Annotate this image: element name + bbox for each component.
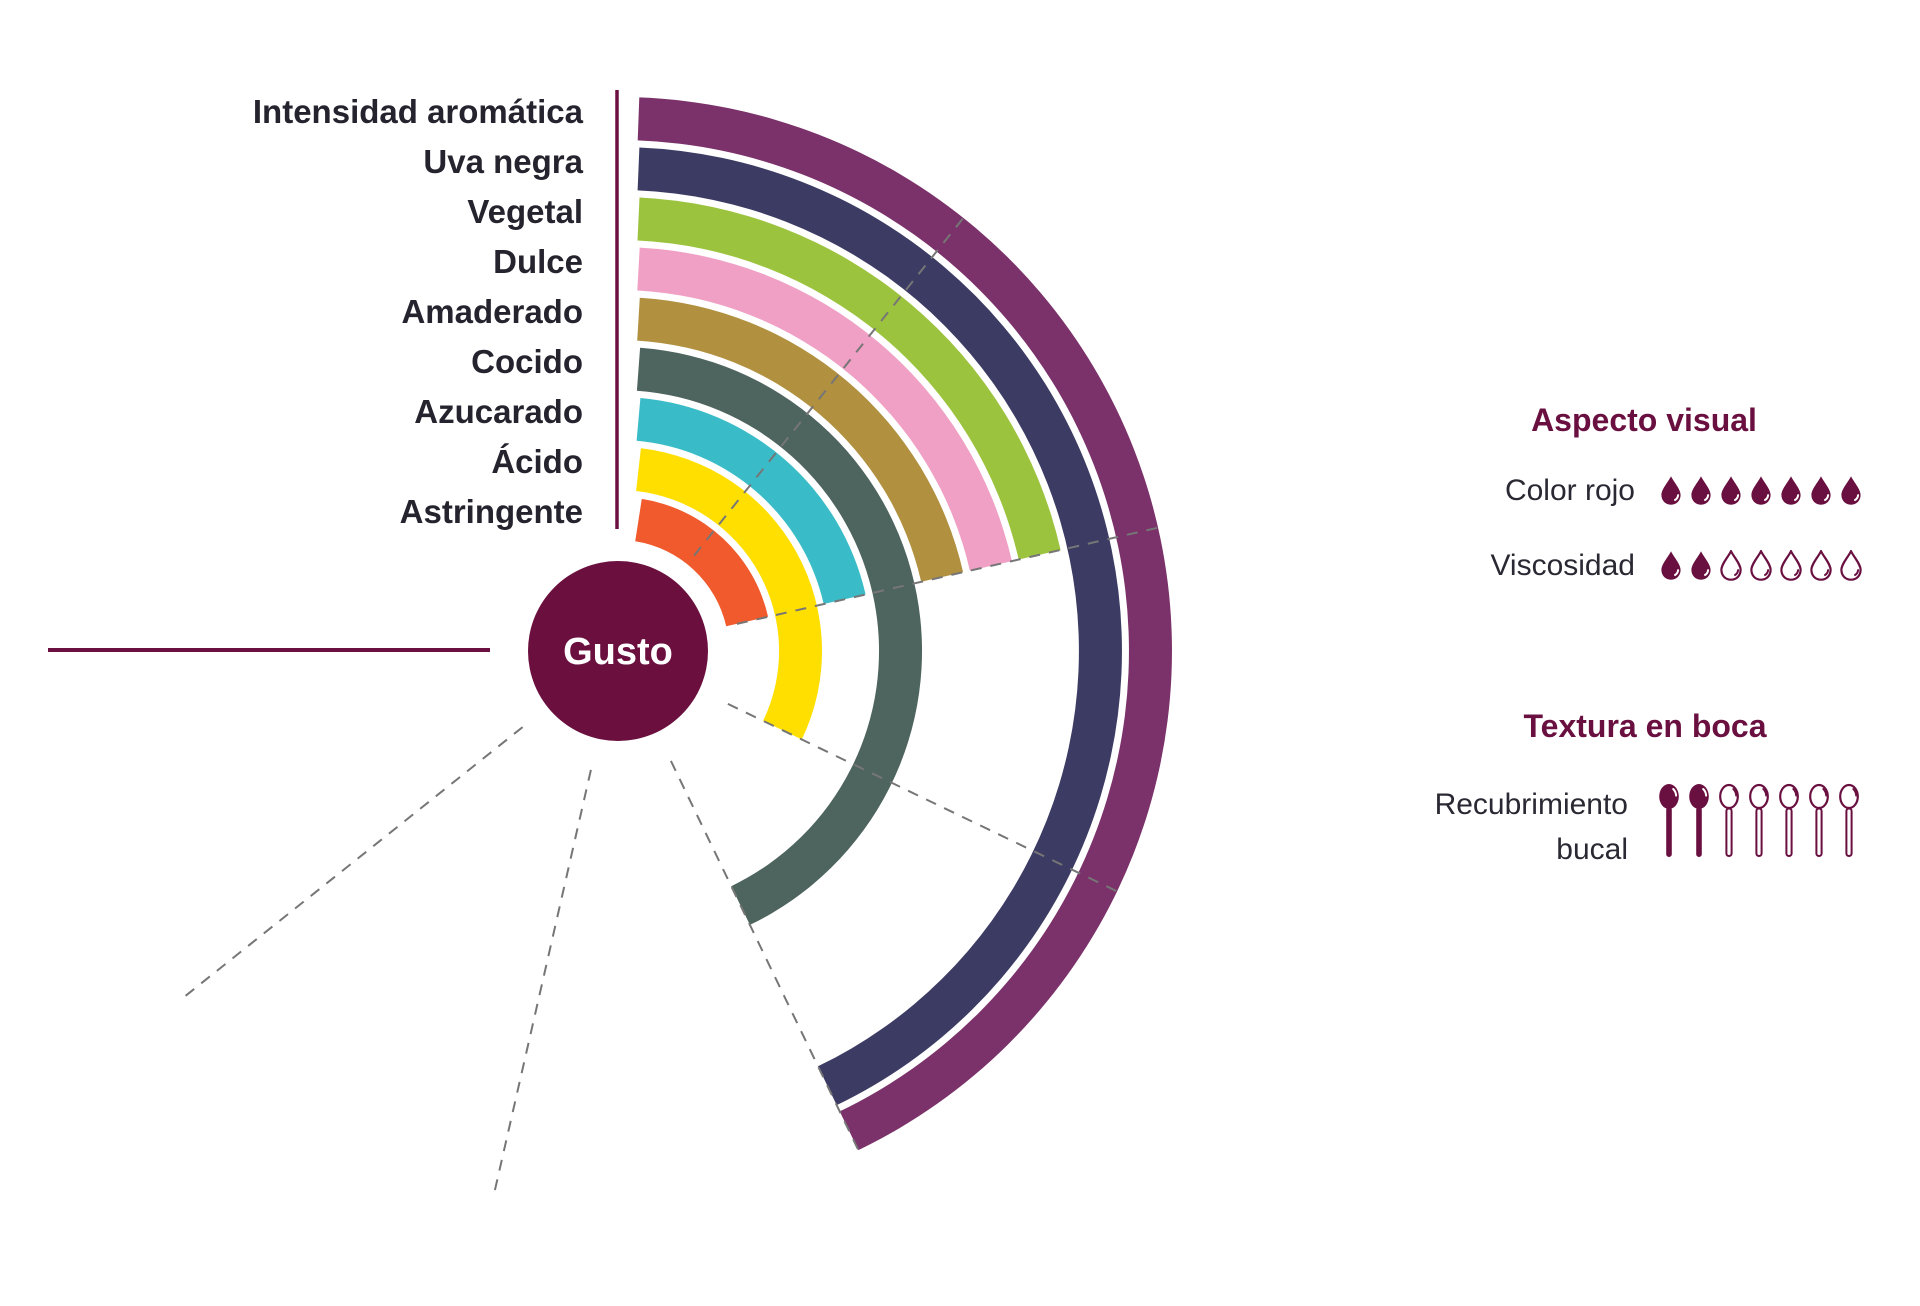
arc-uva-negra — [637, 147, 1122, 1106]
category-label-vegetal: Vegetal — [467, 193, 583, 230]
arc-intensidad-aromatica — [637, 97, 1172, 1151]
drop-icon — [1780, 550, 1802, 581]
textura-en-boca-title: Textura en boca — [1523, 708, 1767, 744]
arc-cocido — [636, 347, 923, 925]
category-label-astringente: Astringente — [399, 493, 583, 530]
gridline-value-2 — [736, 525, 1163, 625]
viscosidad-icon-row — [1660, 550, 1862, 581]
drop-icon — [1810, 550, 1832, 581]
drop-icon — [1840, 550, 1862, 581]
spoon-icon — [1809, 783, 1829, 857]
gridline-value-3 — [727, 702, 1122, 895]
drop-icon — [1811, 476, 1831, 505]
category-label-amaderado: Amaderado — [401, 293, 583, 330]
chart-arcs — [635, 97, 1172, 1151]
category-label-acido: Ácido — [491, 443, 583, 480]
arc-azucarado — [636, 398, 866, 604]
gridline-value-4 — [669, 760, 862, 1155]
drop-icon — [1691, 551, 1711, 580]
arc-amaderado — [637, 297, 964, 582]
gridline-value-1 — [693, 214, 967, 557]
recubrimiento-line2: bucal — [1556, 833, 1628, 866]
color-rojo-icon-row — [1660, 475, 1862, 506]
recubrimiento-icon-row — [1658, 783, 1860, 858]
aspecto-visual-title: Aspecto visual — [1531, 402, 1757, 438]
category-label-column: Intensidad aromática Uva negra Vegetal Dulc… — [0, 87, 583, 537]
chart-gridlines — [181, 214, 1163, 1196]
spoon-icon — [1659, 784, 1679, 857]
recubrimiento-bucal-label: Recubrimiento bucal — [1328, 782, 1628, 872]
drop-icon — [1661, 551, 1681, 580]
spoon-icon — [1779, 783, 1799, 857]
gridline-value-6 — [181, 726, 524, 1000]
drop-icon — [1750, 550, 1772, 581]
gridline-value-5 — [492, 769, 592, 1196]
center-circle — [528, 561, 708, 741]
spoon-icon — [1689, 784, 1709, 857]
category-label-uva-negra: Uva negra — [423, 143, 583, 180]
drop-icon — [1691, 476, 1711, 505]
drop-icon — [1661, 476, 1681, 505]
color-rojo-label: Color rojo — [1504, 474, 1635, 507]
drop-icon — [1751, 476, 1771, 505]
arc-dulce — [637, 247, 1012, 571]
spoon-icon — [1749, 783, 1769, 857]
arc-vegetal — [637, 197, 1061, 560]
arc-astringente — [635, 498, 769, 627]
spoon-icon — [1839, 783, 1859, 857]
category-label-intensidad-aromatica: Intensidad aromática — [252, 93, 583, 130]
category-label-dulce: Dulce — [493, 243, 583, 280]
drop-icon — [1721, 476, 1741, 505]
drop-icon — [1781, 476, 1801, 505]
recubrimiento-line1: Recubrimiento — [1434, 788, 1628, 821]
drop-icon — [1720, 550, 1742, 581]
category-label-cocido: Cocido — [471, 343, 583, 380]
viscosidad-label: Viscosidad — [1490, 549, 1635, 582]
spoon-icon — [1719, 783, 1739, 857]
chart-center-title: Gusto — [563, 631, 673, 673]
category-label-azucarado: Azucarado — [414, 393, 583, 430]
arc-acido — [636, 448, 822, 740]
drop-icon — [1841, 476, 1861, 505]
